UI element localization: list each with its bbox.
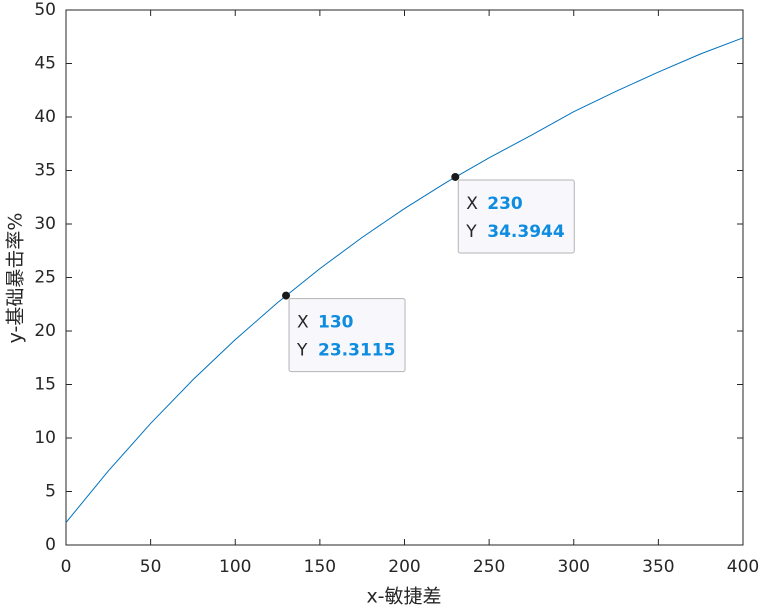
datatip-x-value: 130 bbox=[318, 313, 354, 333]
datatip-box bbox=[457, 179, 575, 254]
y-tick-label: 0 bbox=[45, 535, 56, 555]
y-tick-label: 15 bbox=[34, 375, 56, 395]
y-tick-label: 20 bbox=[34, 321, 56, 341]
x-tick-label: 100 bbox=[219, 557, 251, 577]
datatip: X 130 Y 23.3115 bbox=[288, 298, 406, 373]
x-tick-label: 50 bbox=[140, 557, 162, 577]
datatip-x-label: X bbox=[466, 194, 478, 214]
y-tick-label: 30 bbox=[34, 214, 56, 234]
y-tick-label: 25 bbox=[34, 268, 56, 288]
x-tick-label: 250 bbox=[473, 557, 505, 577]
plot-area bbox=[65, 9, 744, 546]
datatip-box bbox=[288, 298, 406, 373]
x-tick-label: 150 bbox=[304, 557, 336, 577]
datatip-y-label: Y bbox=[296, 341, 308, 361]
datatip-x-value: 230 bbox=[487, 194, 523, 214]
y-tick-label: 10 bbox=[34, 428, 56, 448]
datatip-y-label: Y bbox=[465, 222, 477, 242]
y-tick-label: 40 bbox=[34, 107, 56, 127]
y-tick-label: 45 bbox=[34, 54, 56, 74]
line bbox=[65, 37, 744, 523]
datatip-marker bbox=[451, 172, 460, 181]
x-tick-label: 300 bbox=[558, 557, 590, 577]
x-tick-label: 0 bbox=[61, 557, 72, 577]
y-axis-label: y-基础暴击率% bbox=[5, 213, 27, 344]
datatip-x-label: X bbox=[297, 313, 309, 333]
y-tick-label: 35 bbox=[34, 161, 56, 181]
datatip-y-value: 23.3115 bbox=[318, 341, 395, 361]
x-tick-label: 350 bbox=[642, 557, 674, 577]
x-axis-label: x-敏捷差 bbox=[366, 586, 441, 608]
x-tick-label: 400 bbox=[727, 557, 759, 577]
datatip: X 230 Y 34.3944 bbox=[457, 179, 575, 254]
datatip-marker bbox=[282, 291, 291, 300]
datatip-y-value: 34.3944 bbox=[487, 222, 565, 242]
x-tick-label: 200 bbox=[388, 557, 420, 577]
y-tick-label: 5 bbox=[45, 482, 56, 502]
y-tick-label: 50 bbox=[34, 0, 56, 20]
